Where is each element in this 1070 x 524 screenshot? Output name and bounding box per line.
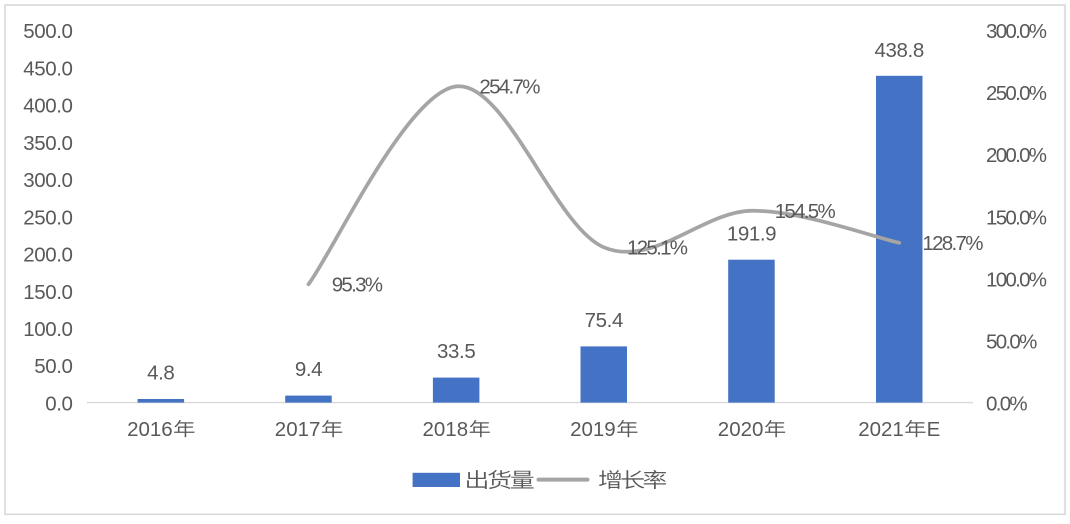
svg-text:200.0%: 200.0% xyxy=(986,144,1047,167)
svg-text:100.0%: 100.0% xyxy=(986,268,1047,291)
svg-text:191.9: 191.9 xyxy=(727,223,776,246)
svg-text:2017: 2017 xyxy=(275,418,321,441)
svg-text:0.0%: 0.0% xyxy=(986,393,1027,416)
svg-text:2021: 2021 xyxy=(858,418,904,441)
svg-text:2020: 2020 xyxy=(718,418,764,441)
svg-text:300.0: 300.0 xyxy=(23,169,72,192)
svg-text:450.0: 450.0 xyxy=(23,57,72,80)
svg-text:200.0: 200.0 xyxy=(23,244,72,267)
svg-text:2018: 2018 xyxy=(423,418,469,441)
svg-text:4.8: 4.8 xyxy=(147,361,174,384)
svg-text:400.0: 400.0 xyxy=(23,95,72,118)
svg-text:438.8: 438.8 xyxy=(875,39,924,62)
svg-text:50.0: 50.0 xyxy=(34,355,72,378)
svg-text:95.3%: 95.3% xyxy=(332,273,383,296)
svg-text:150.0: 150.0 xyxy=(23,281,72,304)
svg-text:250.0%: 250.0% xyxy=(986,82,1047,105)
svg-text:2019: 2019 xyxy=(570,418,616,441)
svg-text:33.5: 33.5 xyxy=(437,340,475,363)
svg-text:250.0: 250.0 xyxy=(23,206,72,229)
svg-text:254.7%: 254.7% xyxy=(479,75,540,98)
svg-text:E: E xyxy=(927,418,941,441)
svg-text:2016: 2016 xyxy=(127,418,173,441)
svg-text:154.5%: 154.5% xyxy=(775,200,836,223)
svg-text:0.0: 0.0 xyxy=(45,393,72,416)
svg-text:100.0: 100.0 xyxy=(23,318,72,341)
svg-text:125.1%: 125.1% xyxy=(627,236,688,259)
svg-text:128.7%: 128.7% xyxy=(922,232,983,255)
svg-text:500.0: 500.0 xyxy=(23,20,72,43)
svg-text:150.0%: 150.0% xyxy=(986,206,1047,229)
svg-text:75.4: 75.4 xyxy=(585,309,623,332)
svg-text:350.0: 350.0 xyxy=(23,132,72,155)
svg-text:50.0%: 50.0% xyxy=(986,330,1037,353)
svg-text:9.4: 9.4 xyxy=(295,358,322,381)
svg-text:300.0%: 300.0% xyxy=(986,20,1047,43)
